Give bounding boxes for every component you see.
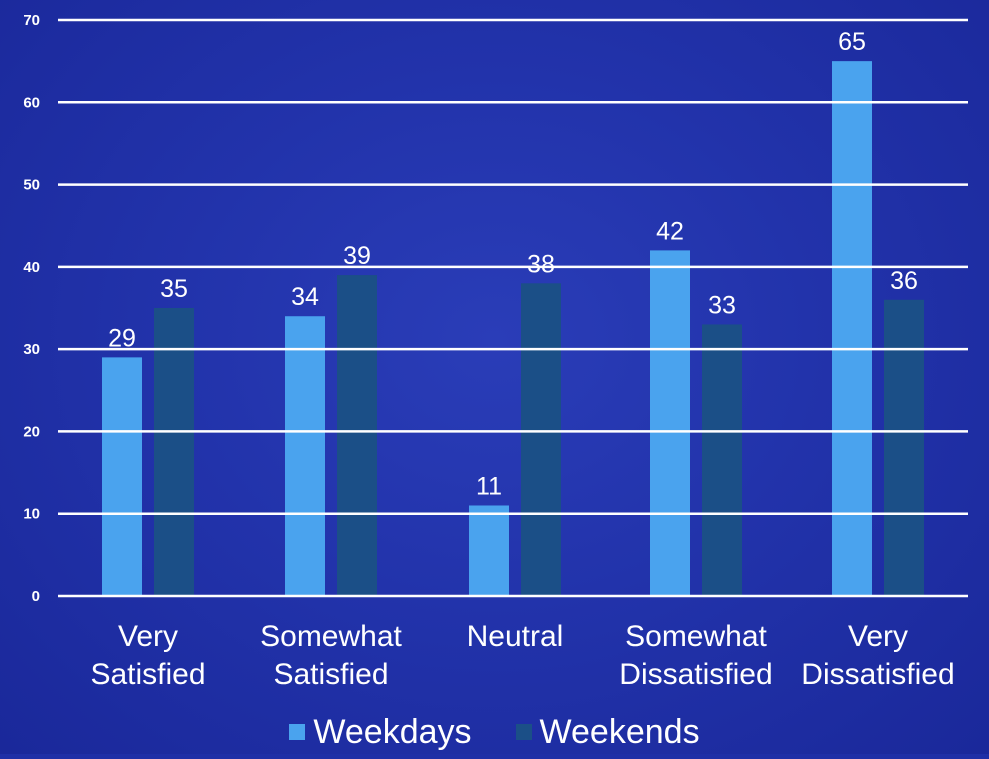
bar-weekdays: [832, 61, 872, 596]
y-tick-label: 20: [23, 423, 40, 440]
y-tick-label: 10: [23, 506, 40, 523]
bar-weekends: [702, 324, 742, 596]
bar-weekends: [154, 308, 194, 596]
data-label: 33: [708, 291, 736, 319]
x-tick-label: Somewhat Satisfied: [260, 620, 402, 691]
y-tick-label: 40: [23, 259, 40, 276]
y-tick-label: 30: [23, 341, 40, 358]
bar-weekends: [884, 299, 924, 596]
x-tick-label: Neutral: [467, 620, 564, 653]
x-tick-label: Somewhat Dissatisfied: [619, 620, 772, 691]
legend-item-weekdays: Weekdays: [289, 712, 472, 752]
bar-weekdays: [102, 357, 142, 596]
bar-weekdays: [650, 250, 690, 596]
data-label: 65: [838, 28, 866, 56]
data-label: 38: [527, 250, 555, 278]
data-label: 36: [890, 267, 918, 295]
data-label: 29: [108, 324, 136, 352]
bar-weekends: [337, 275, 377, 596]
bar-weekends: [521, 283, 561, 596]
x-tick-label: Very Dissatisfied: [801, 620, 954, 691]
data-label: 11: [476, 472, 502, 500]
data-label: 34: [291, 283, 319, 311]
bar-weekdays: [469, 505, 509, 596]
legend-swatch-weekdays: [289, 724, 306, 740]
data-label: 35: [160, 275, 188, 303]
legend-item-weekends: Weekends: [515, 712, 700, 752]
x-tick-label: Very Satisfied: [90, 620, 205, 691]
y-tick-label: 60: [23, 94, 40, 111]
legend-label-weekends: Weekends: [539, 712, 700, 751]
y-tick-label: 0: [32, 588, 40, 605]
y-tick-label: 50: [23, 177, 40, 194]
legend-swatch-weekends: [515, 724, 532, 740]
y-tick-label: 70: [23, 12, 40, 29]
legend: Weekdays Weekends: [0, 712, 989, 752]
bar-weekdays: [285, 316, 325, 596]
data-label: 42: [656, 217, 684, 245]
data-label: 39: [343, 242, 371, 270]
legend-label-weekdays: Weekdays: [313, 712, 472, 751]
